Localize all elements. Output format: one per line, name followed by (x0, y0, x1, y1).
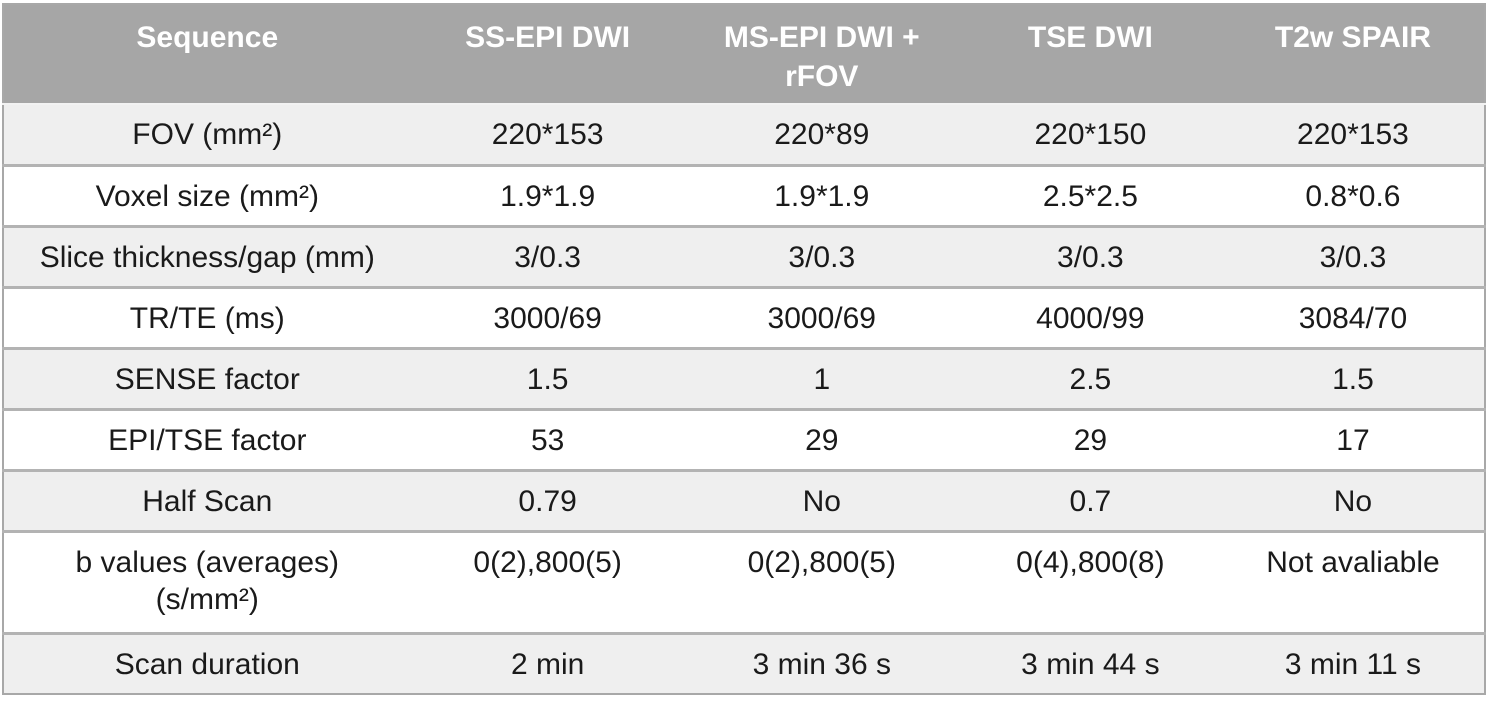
cell-value: 17 (1336, 423, 1370, 457)
row-label: EPI/TSE factor (108, 423, 307, 457)
table-row: TR/TE (ms) 3000/69 3000/69 4000/99 3084/70 (3, 287, 1485, 348)
row-label: FOV (mm²) (132, 118, 283, 151)
cell-value: 3000/69 (493, 301, 602, 335)
cell-value: 3 min 44 s (1021, 647, 1160, 681)
cell-value: 3/0.3 (1319, 240, 1387, 274)
cell-value: 3 min 11 s (1284, 647, 1422, 681)
table-row: SENSE factor 1.5 1 2.5 1.5 (3, 348, 1485, 409)
mri-parameters-table: Sequence SS-EPI DWI MS-EPI DWI + rFOV TSE D… (2, 3, 1486, 695)
cell-value: 0.8*0.6 (1305, 179, 1401, 213)
cell-value: 2.5 (1069, 362, 1112, 396)
cell-value: 220*89 (774, 118, 870, 151)
row-label: TR/TE (ms) (129, 301, 285, 335)
table-row: Half Scan 0.79 No 0.7 No (3, 470, 1485, 531)
cell-value: 3/0.3 (788, 240, 856, 274)
cell-value: Not avaliable (1266, 545, 1440, 579)
table-row: FOV (mm²) 220*153 220*89 220*150 220*153 (3, 104, 1485, 165)
cell-value: 3 min 36 s (752, 647, 891, 681)
row-label: Voxel size (mm²) (95, 179, 319, 213)
row-label: Half Scan (142, 484, 273, 518)
column-header: TSE DWI (1027, 21, 1153, 54)
row-label: Scan duration (114, 647, 300, 681)
cell-value: 3000/69 (767, 301, 876, 335)
table-body: FOV (mm²) 220*153 220*89 220*150 220*153 Voxe… (3, 104, 1485, 694)
cell-value: 1 (813, 362, 831, 396)
cell-value: 3084/70 (1298, 301, 1408, 335)
cell-value: 3/0.3 (1057, 240, 1124, 274)
row-label: Slice thickness/gap (mm) (39, 240, 375, 274)
table-row: Scan duration 2 min 3 min 36 s 3 min 44 s 3 … (3, 633, 1485, 694)
cell-value: 0(4),800(8) (1016, 545, 1165, 579)
table-row: Slice thickness/gap (mm) 3/0.3 3/0.3 3/0.3 3… (3, 226, 1485, 287)
cell-value: 0.7 (1069, 484, 1112, 518)
cell-value: 0(2),800(5) (473, 545, 622, 579)
cell-value: 220*153 (491, 118, 604, 151)
cell-value: 1.5 (1332, 362, 1374, 396)
cell-value: 1.9*1.9 (500, 179, 596, 213)
cell-value: No (802, 484, 841, 518)
cell-value: 53 (530, 423, 565, 457)
cell-value: 29 (805, 423, 839, 457)
cell-value: 29 (1073, 423, 1108, 457)
cell-value: 3/0.3 (514, 240, 581, 274)
table-header: Sequence SS-EPI DWI MS-EPI DWI + rFOV TSE D… (3, 4, 1485, 104)
header-row: Sequence SS-EPI DWI MS-EPI DWI + rFOV TSE D… (3, 4, 1485, 104)
cell-value: 4000/99 (1036, 301, 1145, 335)
column-header-sequence: Sequence (136, 21, 279, 54)
table-row: EPI/TSE factor 53 29 29 17 (3, 409, 1485, 470)
column-header: SS-EPI DWI (465, 21, 631, 54)
cell-value: 0(2),800(5) (747, 545, 896, 579)
column-header: MS-EPI DWI + rFOV (723, 21, 920, 93)
cell-value: 1.5 (526, 362, 569, 396)
row-label: b values (averages) (s/mm²) (75, 545, 339, 616)
cell-value: 1.9*1.9 (774, 179, 870, 213)
cell-value: 220*150 (1034, 118, 1147, 151)
mri-parameters-table-wrap: Sequence SS-EPI DWI MS-EPI DWI + rFOV TSE D… (2, 3, 1486, 695)
table-row: b values (averages) (s/mm²) 0(2),800(5) 0(… (3, 531, 1485, 633)
column-header: T2w SPAIR (1274, 21, 1432, 54)
cell-value: 220*153 (1297, 118, 1409, 151)
row-label: SENSE factor (114, 362, 300, 396)
cell-value: 0.79 (518, 484, 577, 518)
cell-value: No (1333, 484, 1373, 518)
cell-value: 2 min (510, 647, 585, 681)
cell-value: 2.5*2.5 (1042, 179, 1138, 213)
table-row: Voxel size (mm²) 1.9*1.9 1.9*1.9 2.5*2.5 0.8… (3, 165, 1485, 226)
